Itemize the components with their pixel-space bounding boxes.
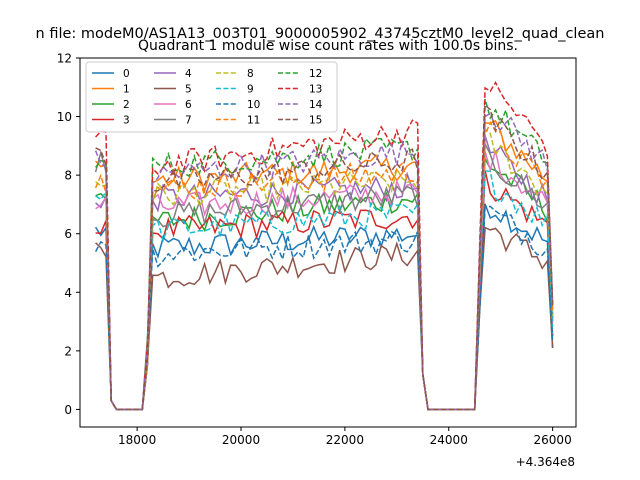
figure-suptitle: n file: modeM0/AS1A13_003T01_9000005902_… <box>36 26 605 42</box>
legend-label-13: 13 <box>309 84 322 96</box>
legend-label-8: 8 <box>247 68 254 80</box>
series-line-14 <box>94 112 554 411</box>
plot-frame <box>79 57 577 428</box>
y-axis: 0 2 4 6 8 10 12 <box>57 52 80 417</box>
legend-label-0: 0 <box>123 68 130 80</box>
legend-label-6: 6 <box>185 99 192 111</box>
y-tick-label: 0 <box>64 403 72 417</box>
series-line-11 <box>94 120 554 411</box>
legend-label-3: 3 <box>123 115 130 127</box>
legend-label-14: 14 <box>309 99 323 111</box>
x-tick-label: 18000 <box>118 433 156 447</box>
legend-label-2: 2 <box>123 99 130 111</box>
legend-label-12: 12 <box>309 68 322 80</box>
series-layer <box>94 80 554 411</box>
x-axis: 18000 20000 22000 24000 26000 <box>118 427 572 447</box>
x-tick-label: 20000 <box>222 433 260 447</box>
legend-label-15: 15 <box>309 115 322 127</box>
legend-label-10: 10 <box>247 99 260 111</box>
legend-label-1: 1 <box>123 84 130 96</box>
y-tick-label: 12 <box>57 52 72 66</box>
legend-label-7: 7 <box>185 115 192 127</box>
y-tick-label: 6 <box>64 227 72 241</box>
series-line-5 <box>95 226 554 411</box>
y-tick-label: 8 <box>64 169 72 183</box>
y-tick-label: 2 <box>64 344 72 358</box>
series-line-8 <box>95 127 554 411</box>
series-line-13 <box>95 80 554 411</box>
legend-label-5: 5 <box>185 84 192 96</box>
legend-label-11: 11 <box>247 115 260 127</box>
x-tick-label: 24000 <box>430 433 468 447</box>
x-tick-label: 26000 <box>534 433 572 447</box>
series-line-3 <box>95 170 554 411</box>
legend-box <box>85 61 338 133</box>
y-tick-label: 4 <box>64 286 72 300</box>
series-line-15 <box>95 103 554 411</box>
x-tick-label: 22000 <box>326 433 364 447</box>
legend-label-4: 4 <box>185 68 192 80</box>
legend-label-9: 9 <box>247 84 254 96</box>
y-tick-label: 10 <box>57 110 72 124</box>
x-offset-label: +4.364e8 <box>516 455 575 469</box>
chart-title: Quadrant 1 module wise count rates with … <box>138 38 518 54</box>
